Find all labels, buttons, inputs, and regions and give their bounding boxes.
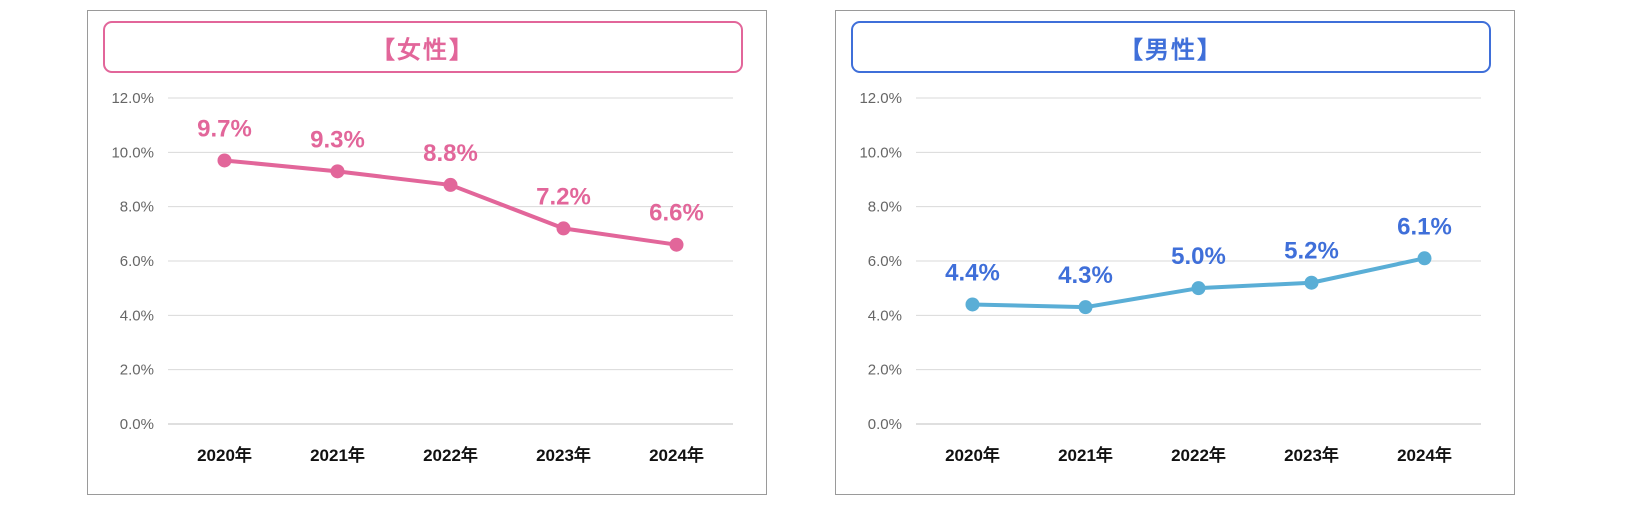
line-chart-male: 0.0% 2.0% 4.0% 6.0% 8.0% 10.0% 12.0% 2020年 2021年… — [859, 90, 1481, 465]
y-tick-label-male: 4.0% — [868, 307, 902, 324]
line-chart-female: 0.0% 2.0% 4.0% 6.0% 8.0% 10.0% 12.0% 2020年 2021年… — [111, 90, 733, 465]
data-point-female — [556, 221, 571, 236]
data-label-male: 5.0% — [1171, 243, 1226, 270]
y-tick-label-female: 8.0% — [120, 199, 154, 216]
y-tick-label-male: 6.0% — [868, 253, 902, 270]
x-tick-label-female: 2022年 — [423, 445, 478, 465]
data-point-male — [1078, 300, 1093, 315]
data-label-female: 9.7% — [197, 115, 252, 142]
data-label-female: 9.3% — [310, 126, 365, 153]
chart-title-female: 【女性】 — [103, 21, 743, 73]
y-tick-label-male: 10.0% — [859, 144, 902, 161]
data-label-male: 6.1% — [1397, 213, 1452, 240]
chart-panel-male: 【男性】 0.0% 2.0% 4.0% 6.0% 8.0% 10.0% 12.0% 2020年… — [835, 10, 1515, 495]
y-tick-label-female: 12.0% — [111, 90, 154, 107]
series-line-female — [222, 158, 679, 247]
data-point-female — [669, 237, 684, 252]
data-label-female: 6.6% — [649, 200, 704, 227]
data-point-female — [330, 164, 345, 179]
x-tick-label-male: 2021年 — [1058, 445, 1113, 465]
y-tick-label-female: 4.0% — [120, 307, 154, 324]
x-tick-label-male: 2023年 — [1284, 445, 1339, 465]
x-tick-label-female: 2020年 — [197, 445, 252, 465]
x-tick-label-female: 2023年 — [536, 445, 591, 465]
data-point-male — [1304, 275, 1319, 290]
y-tick-label-male: 0.0% — [868, 416, 902, 433]
y-tick-label-male: 8.0% — [868, 199, 902, 216]
x-tick-label-male: 2022年 — [1171, 445, 1226, 465]
data-point-female — [217, 153, 232, 168]
data-point-male — [965, 297, 980, 312]
data-point-male — [1417, 251, 1432, 266]
y-tick-label-male: 2.0% — [868, 362, 902, 379]
y-tick-label-female: 6.0% — [120, 253, 154, 270]
data-label-female: 8.8% — [423, 140, 478, 167]
data-label-female: 7.2% — [536, 183, 591, 210]
data-label-male: 4.3% — [1058, 262, 1113, 289]
x-tick-label-female: 2024年 — [649, 445, 704, 465]
data-point-male — [1191, 281, 1206, 296]
x-tick-label-male: 2024年 — [1397, 445, 1452, 465]
y-tick-label-female: 0.0% — [120, 416, 154, 433]
x-tick-label-male: 2020年 — [945, 445, 1000, 465]
data-point-female — [443, 177, 458, 192]
y-tick-label-female: 10.0% — [111, 144, 154, 161]
x-tick-label-female: 2021年 — [310, 445, 365, 465]
data-label-male: 5.2% — [1284, 238, 1339, 265]
data-label-male: 4.4% — [945, 259, 1000, 286]
chart-panel-female: 【女性】 0.0% 2.0% 4.0% 6.0% 8.0% 10.0% 12.0% 2020年… — [87, 10, 767, 495]
y-tick-label-male: 12.0% — [859, 90, 902, 107]
chart-title-male: 【男性】 — [851, 21, 1491, 73]
y-tick-label-female: 2.0% — [120, 362, 154, 379]
